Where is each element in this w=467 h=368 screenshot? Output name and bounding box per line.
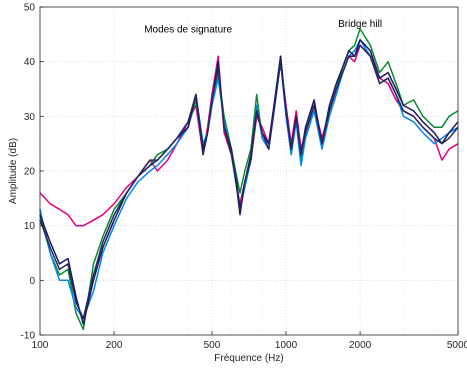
annotation-bridge-hill: Bridge hill [338, 19, 382, 30]
y-axis-label: Amplitude (dB) [8, 138, 19, 204]
x-tick-label: 2000 [349, 340, 372, 351]
y-tick-label: 40 [24, 57, 36, 68]
axis-ticks: 100 200 500 1000 2000 5000 -10 0 10 20 30 40 50 [21, 3, 467, 352]
y-tick-label: -10 [21, 331, 36, 342]
series-line-5 [39, 44, 459, 320]
y-tick-label: 20 [24, 167, 36, 178]
x-tick-label: 5000 [447, 340, 467, 351]
x-tick-label: 1000 [275, 340, 298, 351]
y-tick-label: 0 [29, 276, 35, 287]
annotation-modes-de-signature: Modes de signature [144, 24, 232, 35]
y-tick-label: 30 [24, 112, 36, 123]
x-tick-label: 200 [106, 340, 123, 351]
series-layer [39, 28, 459, 331]
series-line-2 [39, 28, 459, 331]
y-tick-label: 10 [24, 221, 36, 232]
x-axis-label: Fréquence (Hz) [214, 353, 283, 364]
y-tick-label: 50 [24, 3, 36, 14]
x-tick-label: 500 [204, 340, 221, 351]
series-line-1 [39, 44, 459, 227]
x-tick-label: 100 [32, 340, 49, 351]
